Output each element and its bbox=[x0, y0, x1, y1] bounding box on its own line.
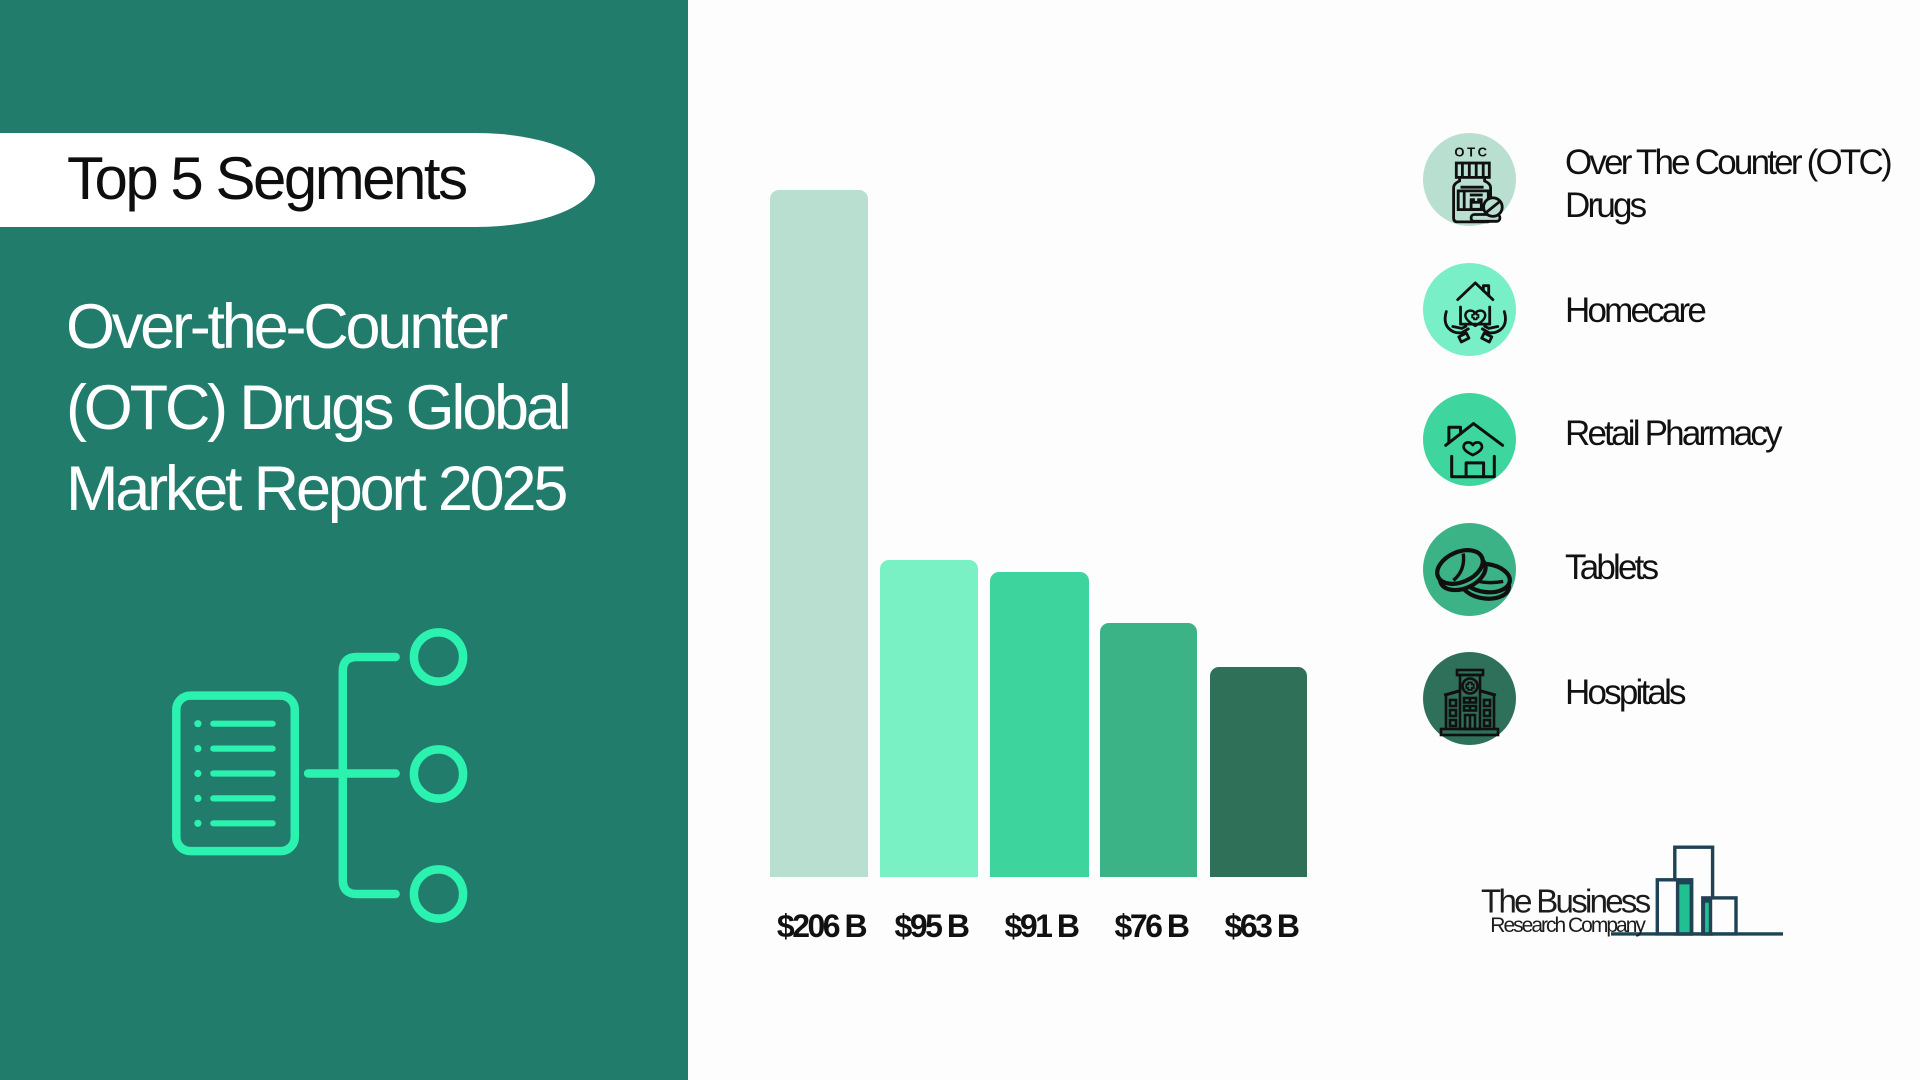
svg-text:Research Company: Research Company bbox=[1490, 914, 1646, 937]
svg-text:The Business: The Business bbox=[1481, 883, 1651, 920]
svg-text:OTC: OTC bbox=[1454, 145, 1489, 160]
